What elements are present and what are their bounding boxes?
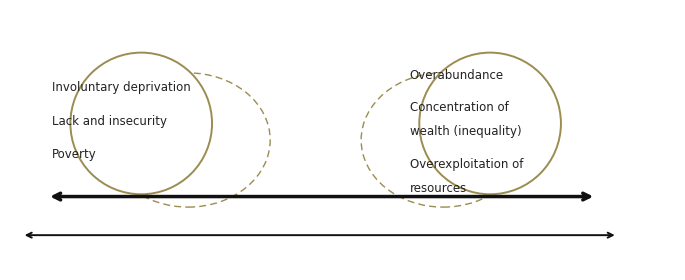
Circle shape xyxy=(419,53,561,194)
Text: Overexploitation of: Overexploitation of xyxy=(410,158,523,171)
Circle shape xyxy=(71,53,212,194)
Text: Poverty: Poverty xyxy=(52,148,97,161)
Text: Overabundance: Overabundance xyxy=(410,69,503,82)
Text: Concentration of: Concentration of xyxy=(410,101,508,115)
Text: resources: resources xyxy=(410,182,467,195)
Text: wealth (inequality): wealth (inequality) xyxy=(410,125,521,138)
Text: Lack and insecurity: Lack and insecurity xyxy=(52,115,166,128)
Text: Involuntary deprivation: Involuntary deprivation xyxy=(52,81,190,94)
